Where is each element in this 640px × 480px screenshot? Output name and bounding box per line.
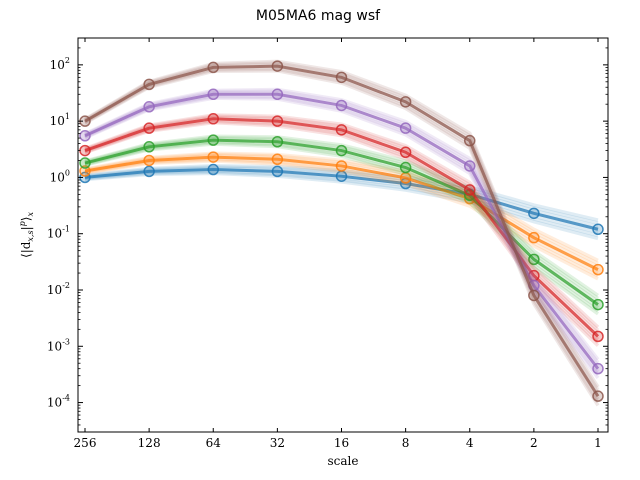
- series-5-point: [399, 96, 412, 108]
- series-0-point: [528, 207, 540, 220]
- series-3-point: [464, 184, 476, 196]
- series-1-point: [207, 151, 219, 163]
- y-tick-label: 102: [50, 56, 70, 72]
- series-4-variant-line: [84, 95, 600, 376]
- x-tick-label: 8: [402, 436, 410, 450]
- x-tick-label: 2: [530, 436, 538, 450]
- series-4-point: [207, 88, 219, 101]
- y-axis-label: ⟨|dx,s|p⟩x: [18, 212, 35, 258]
- series-5-point: [335, 71, 348, 84]
- axes: 256 128 64 32 16 8 4 2 1 10-4 10-3 10-2 10-1 100 101 10…: [47, 37, 608, 450]
- series-0-point: [592, 223, 604, 236]
- series-3-point: [143, 122, 155, 134]
- series-0-line: [84, 168, 599, 231]
- series-5-point: [271, 60, 284, 72]
- series-4-point: [592, 362, 604, 375]
- series-3-point: [207, 113, 219, 125]
- series-5-line: [84, 64, 600, 397]
- series-5-point: [207, 61, 219, 74]
- series-5-variant-line: [84, 61, 600, 391]
- y-tick-label: 10-1: [47, 225, 70, 241]
- series-2-point: [592, 298, 604, 311]
- y-tick-label: 10-2: [47, 281, 70, 297]
- series-1-point: [79, 165, 91, 177]
- series-3-variant-line: [84, 119, 600, 344]
- series-1-point: [335, 160, 348, 172]
- series-1-point: [592, 263, 604, 276]
- series-0-variant-line: [84, 170, 599, 238]
- plot-frame: [77, 37, 609, 433]
- series-5-point: [528, 289, 540, 302]
- series-5-point: [464, 134, 476, 147]
- series-4-point: [271, 88, 284, 101]
- y-tick-label: 10-4: [47, 394, 70, 410]
- series-5-variant-line: [84, 67, 600, 404]
- series-5: [79, 59, 604, 407]
- series-4-point: [464, 160, 476, 172]
- series-2-point: [207, 134, 219, 146]
- series-5-point: [592, 390, 604, 402]
- series-5-point: [143, 78, 155, 91]
- series-2-line: [84, 138, 599, 306]
- series-4-point: [79, 130, 91, 142]
- x-tick-label: 16: [334, 436, 349, 450]
- series-0-variant-line: [84, 165, 599, 225]
- y-tick-label: 10-3: [47, 337, 70, 353]
- series-3-point: [271, 115, 284, 127]
- x-tick-label: 1: [594, 436, 602, 450]
- series-1-point: [271, 153, 284, 166]
- series-2-point: [528, 253, 540, 266]
- y-tick-label: 100: [50, 168, 70, 184]
- series-3-point: [79, 144, 91, 157]
- series-2-point: [399, 161, 412, 174]
- series-2-point: [335, 144, 348, 157]
- x-tick-label: 128: [138, 436, 161, 450]
- series-1-variant-line: [84, 152, 599, 266]
- plot-area: [79, 59, 604, 407]
- series-1-variant-line: [84, 157, 599, 278]
- series-3-point: [399, 146, 412, 159]
- series-1: [79, 151, 604, 281]
- x-tick-label: 64: [206, 436, 222, 450]
- series-2-point: [79, 157, 91, 169]
- x-axis-label: scale: [328, 454, 359, 468]
- series-4-point: [143, 101, 155, 113]
- series-2-variant-line: [84, 135, 599, 300]
- y-tick-label: 101: [50, 112, 70, 128]
- series-1-point: [143, 154, 155, 167]
- series-3-point: [335, 124, 348, 136]
- series-0-point: [271, 165, 284, 178]
- series-2-point: [143, 141, 155, 153]
- chart-title: M05MA6 mag wsf: [256, 8, 381, 24]
- x-tick-label: 4: [466, 436, 474, 450]
- series-0-point: [143, 165, 155, 178]
- series-0-point: [207, 163, 219, 176]
- x-tick-label: 256: [74, 436, 97, 450]
- x-tick-label: 32: [270, 436, 285, 450]
- series-4-point: [399, 122, 412, 134]
- series-3-point: [592, 330, 604, 343]
- series-2-point: [271, 136, 284, 148]
- series-1-line: [84, 155, 599, 271]
- series-4-point: [335, 99, 348, 112]
- series-1-point: [528, 231, 540, 244]
